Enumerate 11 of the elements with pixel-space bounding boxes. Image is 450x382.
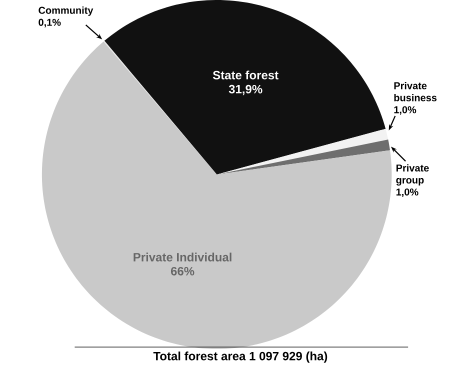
slice-label: Community: [38, 6, 94, 16]
data-label: 31,9%: [228, 85, 262, 96]
slice-label: State forest: [212, 70, 278, 80]
slice-label: Private business: [394, 82, 437, 102]
text: Total forest area 1 097 929 (ha): [153, 352, 328, 363]
data-label: 66%: [170, 267, 194, 276]
slice-label: Private Individual: [134, 252, 232, 262]
data-label: 1,0%: [396, 188, 418, 198]
data-label: 1,0%: [394, 106, 416, 115]
slice-label: Private group: [396, 164, 429, 186]
data-label: 0,1%: [38, 18, 61, 28]
